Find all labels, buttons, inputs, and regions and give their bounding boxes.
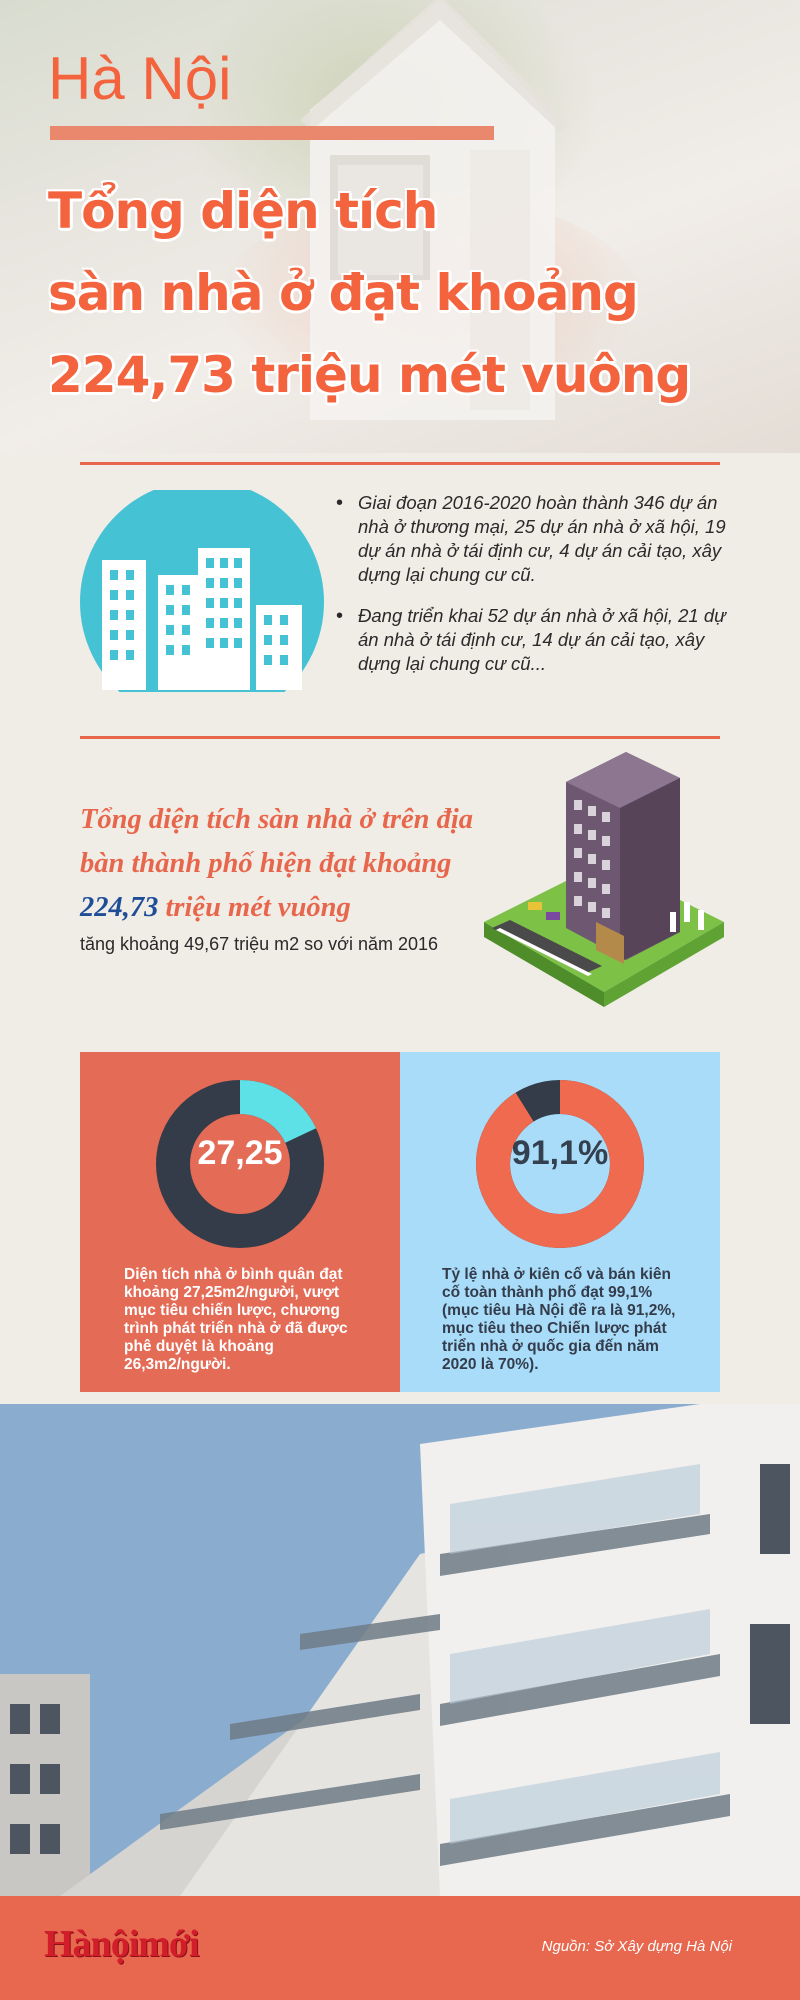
hero-headline-line-1: Tổng diện tích [48, 182, 438, 240]
hero-headline-line-2: sàn nhà ở đạt khoảng [48, 264, 639, 322]
hero-underline [50, 126, 494, 140]
hero-headline-line-3: 224,73 triệu mét vuông [48, 346, 691, 404]
apartment-photo [0, 1404, 800, 1896]
durable-housing-value: 91,1% [511, 1134, 609, 1172]
hero-headline: Tổng diện tích sàn nhà ở đạt khoảng 224,… [48, 170, 788, 416]
total-area-increase: tăng khoảng 49,67 triệu m2 so với năm 20… [80, 934, 439, 954]
total-area-number: 224,73 [80, 892, 159, 923]
durable-housing-description: Tỷ lệ nhà ở kiên cố và bán kiên cố toàn … [442, 1266, 676, 1373]
total-area-line-1: Tổng diện tích sàn nhà ở trên địa [80, 804, 474, 835]
stat-panel-durable-housing: 91,1% Tỷ lệ nhà ở kiên cố và bán kiên cố… [400, 1052, 720, 1392]
donut-chart-per-capita [156, 1080, 324, 1248]
total-area-block: Tổng diện tích sàn nhà ở trên địa bàn th… [80, 798, 540, 955]
per-capita-description: Diện tích nhà ở bình quân đạt khoảng 27,… [124, 1266, 348, 1373]
divider-middle [80, 736, 720, 739]
paper-house-icon [300, 0, 570, 420]
source-credit: Nguồn: Sở Xây dựng Hà Nội [541, 1938, 732, 1955]
stat-panel-per-capita: 27,25 Diện tích nhà ở bình quân đạt khoả… [80, 1052, 400, 1392]
hero-banner: Hà Nội Tổng diện tích sàn nhà ở đạt khoả… [0, 0, 800, 453]
bullet-completed-projects: Giai đoạn 2016-2020 hoàn thành 346 dự án… [336, 491, 726, 587]
donut-chart-durable-housing [476, 1080, 644, 1248]
bullet-ongoing-projects: Đang triển khai 52 dự án nhà ở xã hội, 2… [336, 604, 726, 676]
divider-top [80, 462, 720, 465]
per-capita-value: 27,25 [197, 1134, 283, 1172]
city-buildings-icon [80, 490, 324, 692]
project-bullet-list: Giai đoạn 2016-2020 hoàn thành 346 dự án… [336, 491, 726, 693]
total-area-line-3: 224,73 triệu mét vuông [80, 886, 540, 930]
footer-bar: Hànộimới Nguồn: Sở Xây dựng Hà Nội [0, 1896, 800, 2000]
hanoimoi-logo: Hànộimới [44, 1923, 200, 1965]
apartment-building-icon [484, 752, 724, 1007]
total-area-line-2: bàn thành phố hiện đạt khoảng [80, 848, 452, 879]
total-area-unit: triệu mét vuông [158, 892, 351, 923]
hero-city-title: Hà Nội [48, 45, 232, 112]
